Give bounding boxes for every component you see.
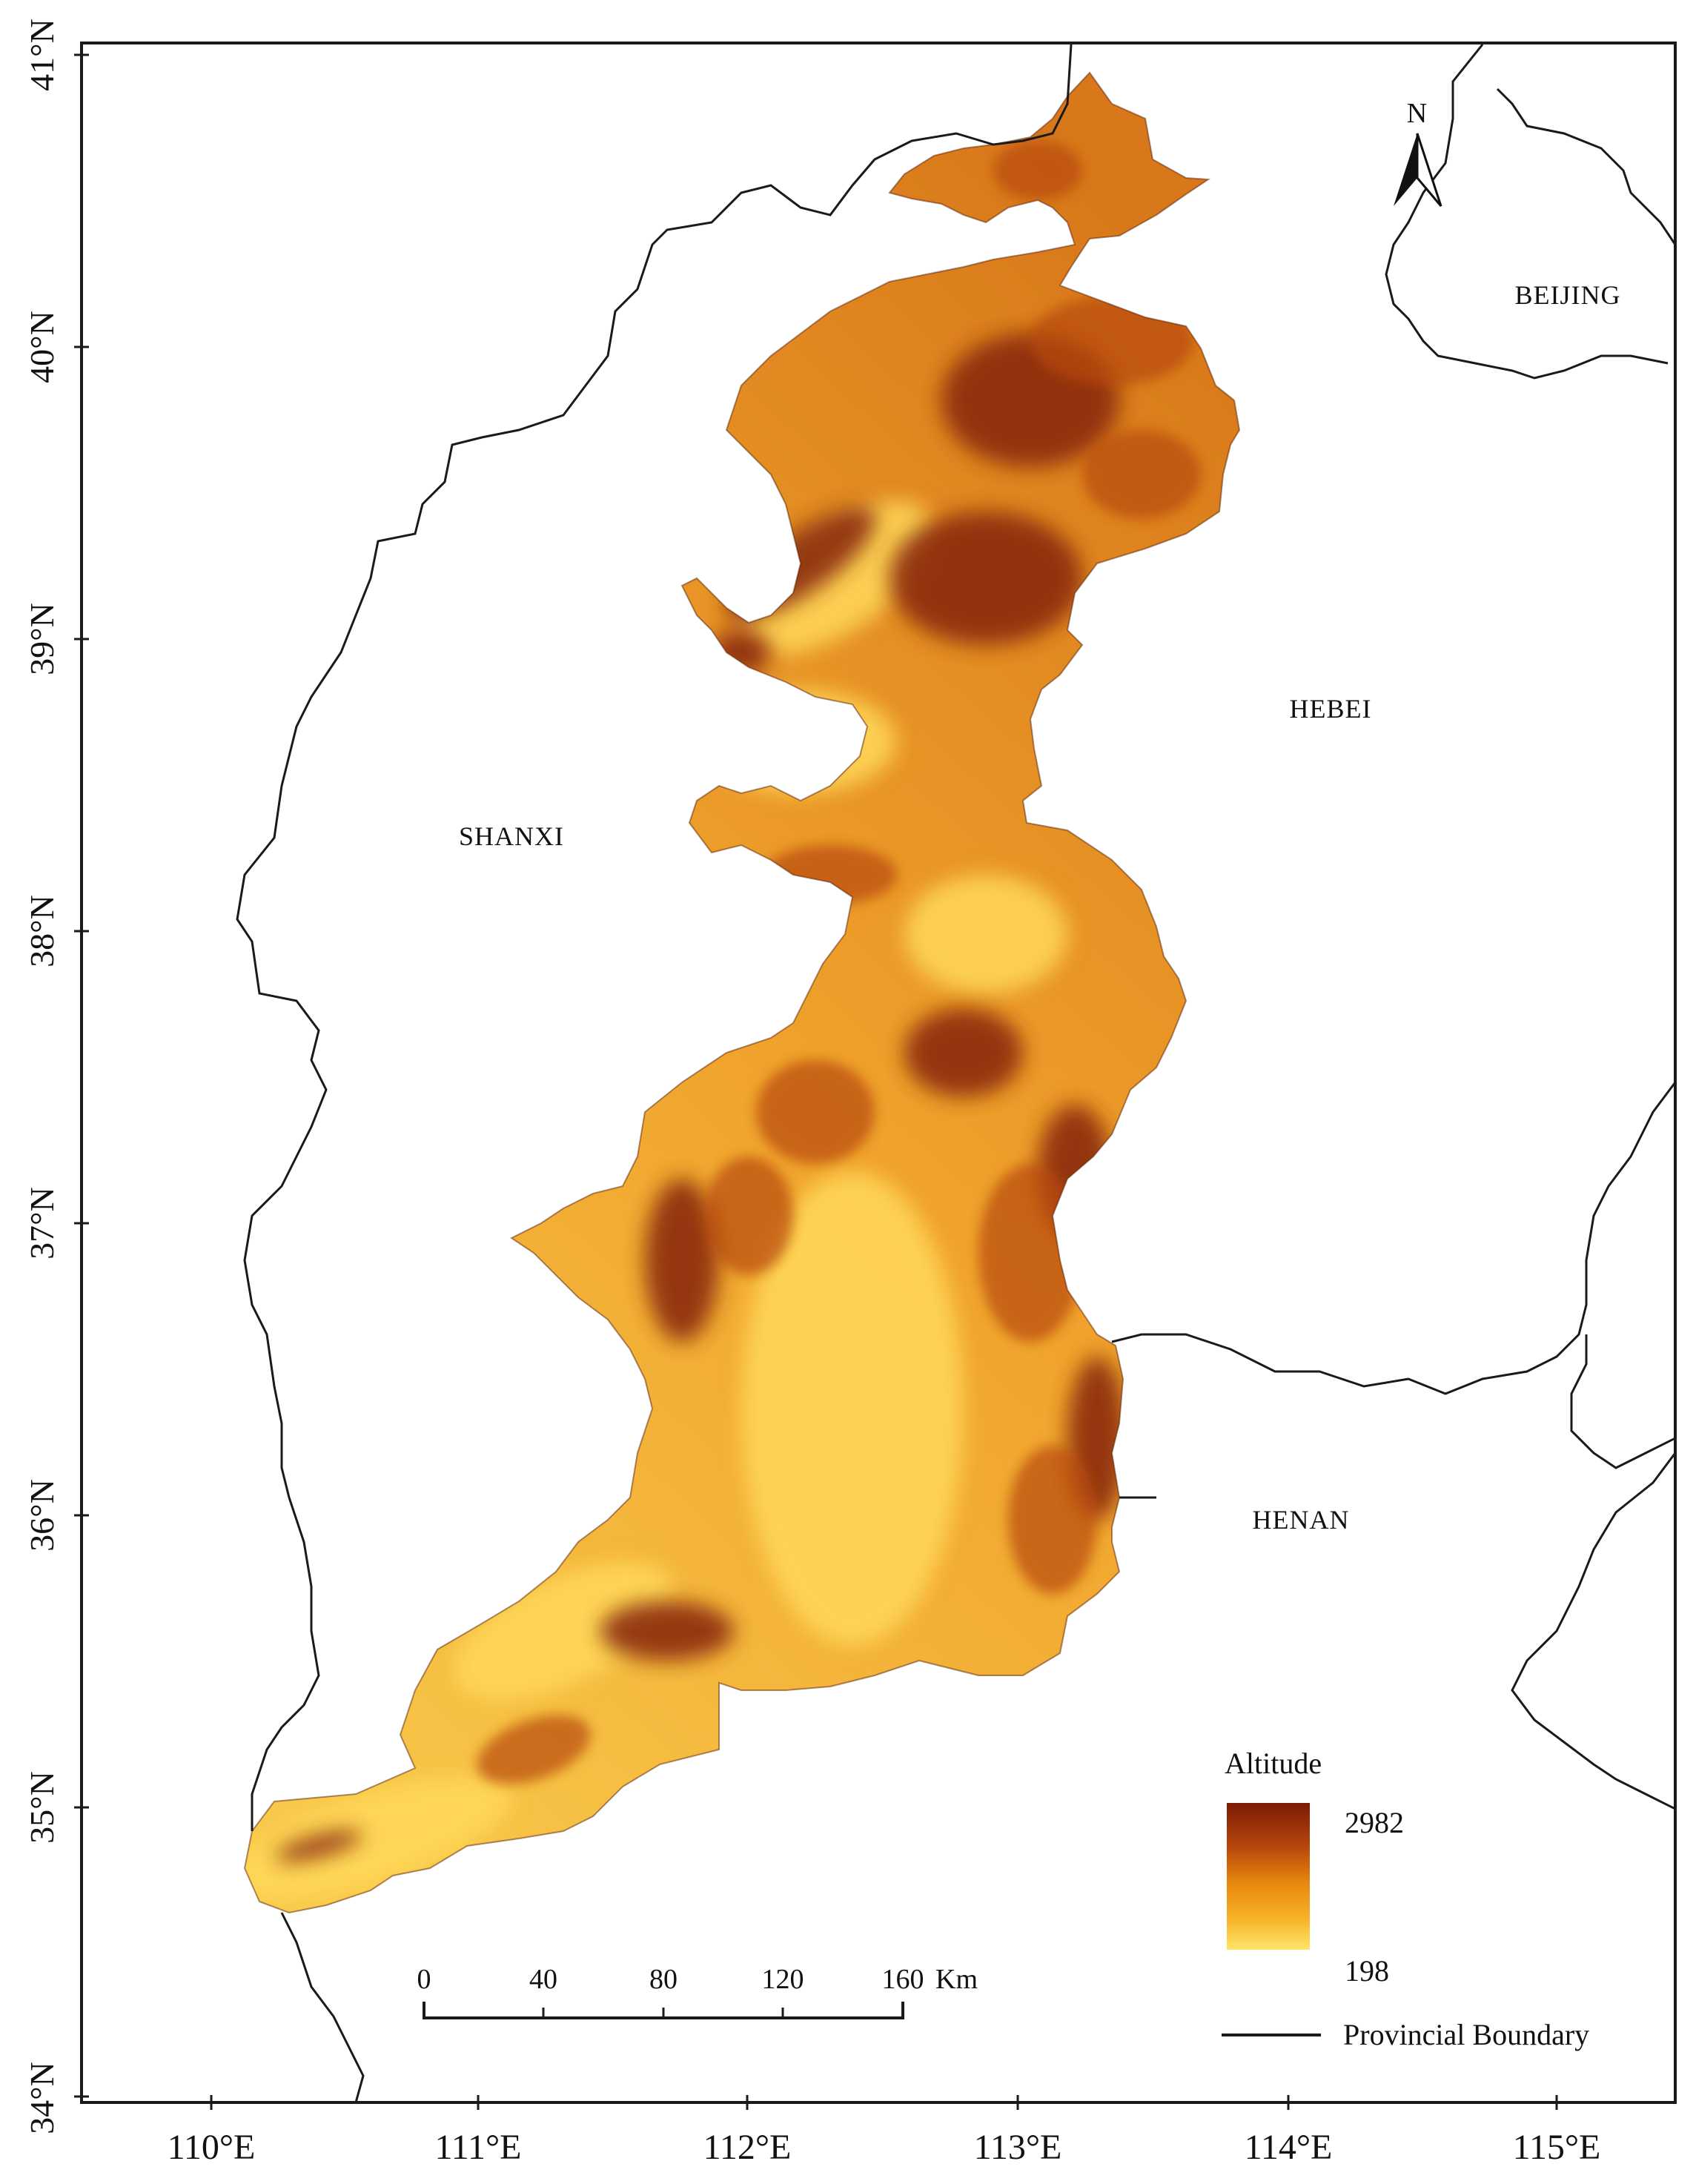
legend-color-ramp	[1227, 1803, 1310, 1950]
lon-label-114: 114°E	[1245, 2128, 1333, 2167]
lon-label-115: 115°E	[1513, 2128, 1601, 2167]
lon-label-111: 111°E	[435, 2128, 522, 2167]
province-label-hebei: HEBEI	[1290, 694, 1372, 724]
lat-label-36: 36°N	[23, 1479, 61, 1552]
scale-tick-0: 0	[417, 1964, 431, 1995]
provincial-boundaries	[236, 44, 1677, 2103]
scale-tick-40: 40	[529, 1964, 557, 1995]
lat-label-41: 41°N	[23, 19, 61, 91]
map-frame	[80, 42, 1677, 2104]
scale-unit: Km	[935, 1964, 978, 1995]
lat-label-34: 34°N	[23, 2062, 61, 2134]
lat-label-38: 38°N	[23, 895, 61, 967]
legend-min: 198	[1345, 1954, 1389, 1988]
province-label-shanxi: SHANXI	[459, 821, 564, 851]
north-arrow: N	[1394, 98, 1442, 207]
legend-boundary-label: Provincial Boundary	[1343, 2018, 1589, 2051]
province-label-beijing: BEIJING	[1515, 280, 1621, 310]
lon-label-110: 110°E	[168, 2128, 256, 2167]
scale-bar: 0 40 80 120 160 Km	[417, 1964, 978, 2019]
longitude-ticks	[210, 2095, 1558, 2110]
legend: Altitude 2982 198 Provincial Boundary	[1222, 1747, 1589, 2051]
longitude-labels: 110°E 111°E 112°E 113°E 114°E 115°E	[168, 2128, 1601, 2167]
latitude-ticks	[74, 53, 89, 2098]
scale-tick-120: 120	[762, 1964, 804, 1995]
lat-label-40: 40°N	[23, 311, 61, 383]
elevation-region	[245, 73, 1239, 1913]
lat-label-39: 39°N	[23, 603, 61, 675]
latitude-labels: 41°N 40°N 39°N 38°N 37°N 36°N 35°N 34°N	[23, 19, 61, 2134]
lon-label-113: 113°E	[974, 2128, 1062, 2167]
north-arrow-label: N	[1407, 98, 1428, 129]
scale-tick-160: 160	[882, 1964, 924, 1995]
lat-label-35: 35°N	[23, 1771, 61, 1844]
legend-title: Altitude	[1225, 1747, 1322, 1780]
province-label-henan: HENAN	[1253, 1505, 1350, 1535]
legend-max: 2982	[1345, 1806, 1404, 1839]
lon-label-112: 112°E	[703, 2128, 792, 2167]
lat-label-37: 37°N	[23, 1187, 61, 1260]
scale-tick-80: 80	[649, 1964, 678, 1995]
